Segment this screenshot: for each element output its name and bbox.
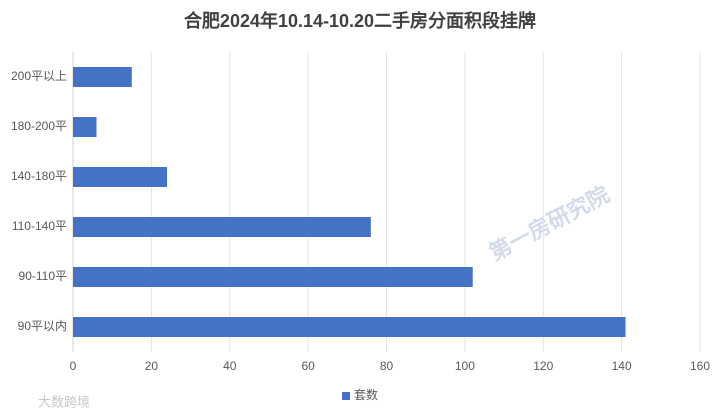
x-tick-label: 0 (70, 359, 77, 373)
y-tick-label: 90平以内 (18, 319, 67, 333)
bar (73, 317, 626, 337)
legend-label: 套数 (354, 387, 378, 402)
x-tick-label: 20 (145, 359, 159, 373)
legend-swatch (342, 392, 350, 400)
bar (73, 117, 97, 137)
y-tick-label: 140-180平 (11, 169, 67, 183)
chart-title: 合肥2024年10.14-10.20二手房分面积段挂牌 (184, 10, 536, 31)
watermark: 大数跨境 (38, 394, 90, 409)
y-tick-label: 180-200平 (11, 119, 67, 133)
bar (73, 217, 371, 237)
x-tick-label: 120 (533, 359, 553, 373)
y-tick-label: 200平以上 (11, 69, 67, 83)
x-tick-label: 60 (301, 359, 315, 373)
bar (73, 67, 132, 87)
x-tick-label: 140 (612, 359, 632, 373)
x-tick-label: 80 (380, 359, 394, 373)
y-tick-label: 110-140平 (12, 219, 67, 233)
x-tick-label: 160 (690, 359, 710, 373)
x-tick-label: 40 (223, 359, 237, 373)
bar (73, 167, 168, 187)
y-tick-label: 90-110平 (19, 269, 67, 283)
x-tick-label: 100 (455, 359, 475, 373)
bar (73, 267, 473, 287)
